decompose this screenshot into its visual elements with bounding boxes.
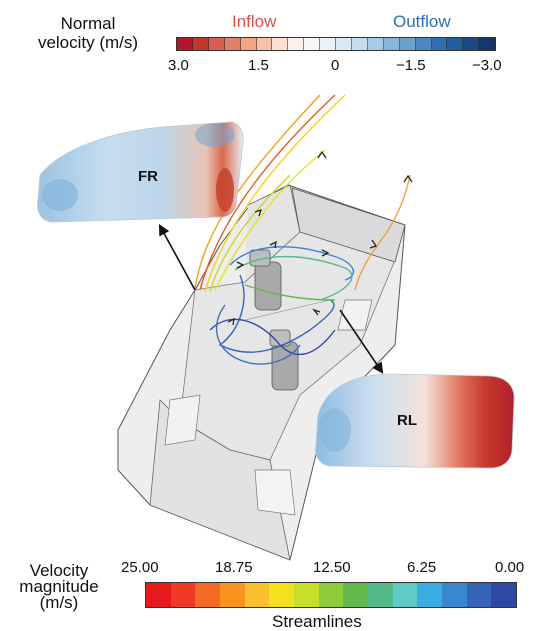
normal-velocity-title-line1: Normal — [60, 14, 116, 33]
streamline-arrows — [227, 150, 413, 326]
inflow-label: Inflow — [232, 12, 277, 31]
velocity-magnitude-title-line2: magnitude — [19, 577, 99, 596]
normal-colorbar-segment — [208, 38, 225, 50]
speed-colorbar-segment — [318, 583, 344, 607]
normal-colorbar-segment — [431, 38, 448, 50]
normal-colorbar-segment — [399, 38, 416, 50]
speed-colorbar-segment — [368, 583, 393, 607]
normal-colorbar-segment — [336, 38, 352, 50]
streamline — [215, 304, 301, 365]
rl-pointer-arrow — [339, 309, 384, 374]
speed-colorbar-segment — [442, 583, 467, 607]
normal-colorbar-segment — [177, 38, 193, 50]
speed-colorbar-segment — [294, 583, 319, 607]
flow-arrow-icon — [227, 317, 235, 326]
speed-colorbar-segment — [491, 583, 517, 607]
outflow-label: Outflow — [393, 12, 451, 31]
normal-tick-label: 1.5 — [248, 57, 269, 74]
normal-colorbar-segment — [447, 38, 464, 50]
normal-colorbar-segment — [320, 38, 337, 50]
rear-window — [254, 469, 296, 516]
normal-colorbar-segment — [415, 38, 432, 50]
streamline — [354, 174, 411, 291]
speed-colorbar-segment — [146, 583, 171, 607]
normal-velocity-title-line2: velocity (m/s) — [37, 33, 139, 52]
flow-arrow-icon — [269, 240, 277, 249]
streamline — [244, 284, 336, 301]
velocity-magnitude-title-line3: (m/s) — [39, 593, 79, 612]
streamline — [209, 174, 291, 293]
normal-colorbar-segment — [256, 38, 273, 50]
normal-tick-label: 3.0 — [168, 57, 189, 74]
flow-arrow-icon — [254, 208, 263, 217]
normal-colorbar-segment — [288, 38, 305, 50]
flow-arrow-icon — [403, 174, 413, 183]
flow-arrow-icon — [317, 150, 327, 159]
vehicle-body — [117, 184, 406, 561]
door-window-left — [164, 394, 201, 446]
normal-colorbar-segment — [383, 38, 400, 50]
rl-panel-label: RL — [397, 412, 417, 429]
normal-velocity-colorbar — [176, 37, 496, 51]
velocity-magnitude-colorbar — [145, 582, 517, 608]
normal-colorbar-segment — [224, 38, 241, 50]
normal-colorbar-segment — [272, 38, 289, 50]
velocity-magnitude-title: Velocity magnitude (m/s) — [10, 561, 108, 612]
streamline — [218, 274, 335, 353]
normal-tick-label: 0 — [331, 57, 340, 74]
speed-tick-label: 12.50 — [313, 559, 351, 576]
speed-colorbar-segment — [269, 583, 295, 607]
normal-tick-label: −1.5 — [396, 57, 426, 74]
speed-colorbar-segment — [170, 583, 196, 607]
velocity-magnitude-title-line1: Velocity — [29, 561, 89, 580]
speed-tick-label: 6.25 — [407, 559, 437, 576]
speed-colorbar-segment — [466, 583, 492, 607]
speed-colorbar-segment — [244, 583, 270, 607]
streamline — [199, 94, 336, 291]
normal-colorbar-segment — [240, 38, 257, 50]
normal-colorbar-segment — [351, 38, 368, 50]
streamline — [204, 94, 346, 293]
normal-tick-label: −3.0 — [472, 57, 502, 74]
speed-tick-label: 0.00 — [495, 559, 525, 576]
speed-colorbar-segment — [220, 583, 245, 607]
door-window-right — [337, 299, 373, 331]
flow-arrow-icon — [236, 261, 245, 269]
velocity-magnitude-ticks: 25.00 18.75 12.50 6.25 0.00 — [0, 560, 535, 578]
rl-window-panel — [315, 373, 515, 469]
fr-panel-label: FR — [138, 168, 158, 185]
normal-colorbar-segment — [304, 38, 321, 50]
normal-colorbar-segment — [479, 38, 496, 50]
speed-colorbar-segment — [392, 583, 418, 607]
fr-window-panel — [37, 121, 244, 223]
speed-colorbar-segment — [195, 583, 221, 607]
streamlines-caption: Streamlines — [272, 612, 362, 631]
speed-colorbar-segment — [343, 583, 369, 607]
normal-colorbar-segment — [367, 38, 384, 50]
streamline — [234, 255, 353, 301]
flow-arrow-icon — [312, 308, 321, 316]
normal-velocity-title: Normal velocity (m/s) — [24, 14, 152, 52]
normal-colorbar-segment — [463, 38, 480, 50]
flow-arrow-icon — [369, 239, 378, 249]
cabin-center-line — [244, 299, 331, 321]
speed-tick-label: 18.75 — [215, 559, 253, 576]
normal-velocity-ticks: 3.0 1.5 0 −1.5 −3.0 — [0, 58, 535, 76]
speed-colorbar-segment — [417, 583, 443, 607]
streamline — [209, 318, 336, 356]
speed-tick-label: 25.00 — [121, 559, 159, 576]
front-dashboard — [291, 187, 406, 263]
flow-arrow-icon — [321, 249, 330, 257]
fr-pointer-arrow — [158, 224, 196, 291]
normal-colorbar-segment — [192, 38, 209, 50]
streamline — [214, 149, 326, 291]
